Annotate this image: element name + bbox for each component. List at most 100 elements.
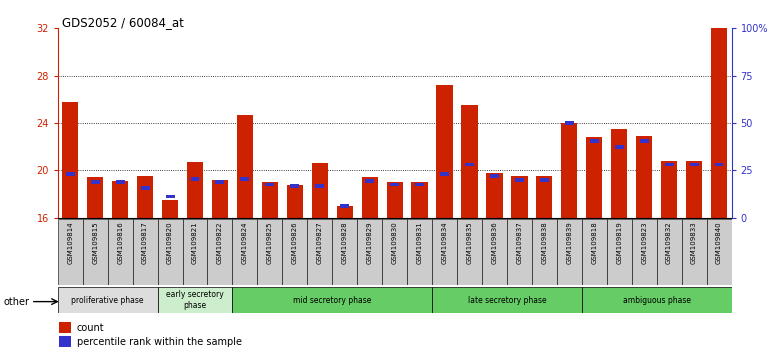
Bar bbox=[415, 183, 424, 187]
Bar bbox=[640, 139, 648, 143]
Bar bbox=[661, 161, 678, 218]
Bar bbox=[336, 206, 353, 218]
Bar bbox=[233, 287, 432, 313]
Bar bbox=[312, 163, 328, 218]
Text: GSM109831: GSM109831 bbox=[417, 222, 423, 264]
Bar bbox=[432, 219, 457, 285]
Bar bbox=[182, 219, 207, 285]
Bar bbox=[233, 219, 257, 285]
Bar bbox=[636, 136, 652, 218]
Bar bbox=[590, 139, 599, 143]
Text: ambiguous phase: ambiguous phase bbox=[623, 296, 691, 304]
Bar bbox=[162, 200, 178, 218]
Text: GSM109830: GSM109830 bbox=[392, 222, 397, 264]
Bar bbox=[382, 219, 407, 285]
Bar bbox=[707, 219, 732, 285]
Bar bbox=[532, 219, 557, 285]
Text: GSM109838: GSM109838 bbox=[541, 222, 547, 264]
Bar bbox=[212, 180, 228, 218]
Text: GSM109815: GSM109815 bbox=[92, 222, 99, 264]
Bar bbox=[511, 176, 527, 218]
Text: GSM109839: GSM109839 bbox=[566, 222, 572, 264]
Bar bbox=[536, 176, 552, 218]
Bar bbox=[240, 177, 249, 181]
Bar bbox=[82, 219, 108, 285]
Bar bbox=[365, 179, 374, 183]
Bar bbox=[58, 287, 158, 313]
Bar bbox=[187, 162, 203, 218]
Text: GSM109840: GSM109840 bbox=[716, 222, 722, 264]
Text: late secretory phase: late secretory phase bbox=[467, 296, 546, 304]
Bar bbox=[59, 322, 71, 333]
Bar bbox=[711, 28, 727, 218]
Bar bbox=[108, 219, 132, 285]
Text: proliferative phase: proliferative phase bbox=[72, 296, 144, 304]
Bar bbox=[440, 172, 449, 176]
Bar bbox=[91, 180, 99, 184]
Bar bbox=[437, 85, 453, 218]
Text: GSM109828: GSM109828 bbox=[342, 222, 348, 264]
Bar bbox=[715, 162, 724, 166]
Bar bbox=[565, 121, 574, 125]
Bar bbox=[357, 219, 382, 285]
Bar bbox=[283, 219, 307, 285]
Bar bbox=[340, 204, 349, 208]
Bar bbox=[482, 219, 507, 285]
Bar bbox=[216, 180, 224, 184]
Bar bbox=[540, 178, 549, 182]
Bar bbox=[582, 287, 732, 313]
Bar bbox=[690, 162, 698, 166]
Text: GSM109837: GSM109837 bbox=[517, 222, 522, 264]
Bar bbox=[307, 219, 332, 285]
Bar bbox=[586, 137, 602, 218]
Bar bbox=[611, 129, 628, 218]
Bar bbox=[158, 287, 233, 313]
Bar bbox=[432, 287, 582, 313]
Bar bbox=[137, 176, 153, 218]
Bar bbox=[487, 173, 503, 218]
Text: GDS2052 / 60084_at: GDS2052 / 60084_at bbox=[62, 16, 183, 29]
Text: GSM109835: GSM109835 bbox=[467, 222, 473, 264]
Bar bbox=[190, 177, 199, 181]
Text: GSM109814: GSM109814 bbox=[67, 222, 73, 264]
Bar bbox=[390, 183, 399, 187]
Bar bbox=[257, 219, 283, 285]
Bar bbox=[266, 183, 274, 187]
Bar bbox=[132, 219, 158, 285]
Bar bbox=[65, 172, 75, 176]
Text: GSM109836: GSM109836 bbox=[491, 222, 497, 264]
Bar bbox=[465, 162, 474, 166]
Text: GSM109818: GSM109818 bbox=[591, 222, 598, 264]
Text: GSM109826: GSM109826 bbox=[292, 222, 298, 264]
Text: GSM109820: GSM109820 bbox=[167, 222, 173, 264]
Bar bbox=[561, 123, 578, 218]
Bar bbox=[116, 180, 125, 184]
Bar bbox=[290, 184, 300, 188]
Text: percentile rank within the sample: percentile rank within the sample bbox=[77, 337, 242, 347]
Text: GSM109829: GSM109829 bbox=[367, 222, 373, 264]
Bar bbox=[686, 161, 702, 218]
Bar bbox=[262, 182, 278, 218]
Text: GSM109824: GSM109824 bbox=[242, 222, 248, 264]
Bar bbox=[166, 194, 175, 198]
Bar bbox=[387, 182, 403, 218]
Text: GSM109817: GSM109817 bbox=[142, 222, 148, 264]
Bar bbox=[614, 145, 624, 149]
Bar bbox=[411, 182, 427, 218]
Text: GSM109832: GSM109832 bbox=[666, 222, 672, 264]
Text: early secretory
phase: early secretory phase bbox=[166, 290, 224, 310]
Text: GSM109834: GSM109834 bbox=[441, 222, 447, 264]
Bar bbox=[557, 219, 582, 285]
Bar bbox=[112, 181, 129, 218]
Text: GSM109822: GSM109822 bbox=[217, 222, 223, 264]
Text: GSM109821: GSM109821 bbox=[192, 222, 198, 264]
Bar bbox=[286, 184, 303, 218]
Bar bbox=[141, 186, 149, 190]
Text: other: other bbox=[4, 297, 30, 307]
Text: mid secretory phase: mid secretory phase bbox=[293, 296, 371, 304]
Bar bbox=[207, 219, 233, 285]
Bar bbox=[407, 219, 432, 285]
Bar bbox=[515, 178, 524, 182]
Bar bbox=[607, 219, 631, 285]
Bar bbox=[59, 336, 71, 347]
